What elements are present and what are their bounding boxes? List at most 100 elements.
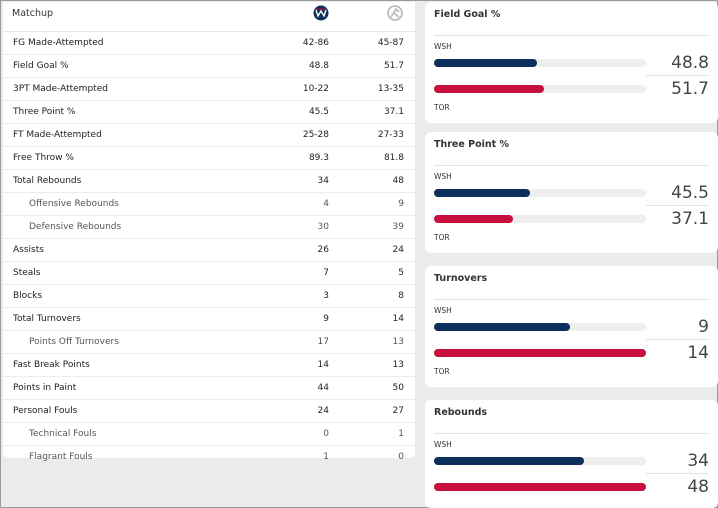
tor-bar-track	[434, 85, 646, 93]
tor-bar-track	[434, 349, 646, 357]
stat-row: Steals 7 5	[3, 262, 415, 285]
wsh-value: 42-86	[302, 38, 329, 48]
stat-card: Rebounds WSH 34 48	[425, 400, 718, 508]
wsh-value: 45.5	[308, 107, 329, 117]
wsh-bar	[434, 59, 537, 67]
stat-card: Three Point % WSH 45.5 37.1 TOR	[425, 132, 718, 253]
stat-row: Free Throw % 89.3 81.8	[3, 147, 415, 170]
tor-value: 13	[392, 337, 404, 347]
wsh-value: 26	[317, 245, 329, 255]
stat-row: Offensive Rebounds 4 9	[3, 193, 415, 216]
tor-value: 0	[398, 452, 404, 462]
tor-bar-track	[434, 483, 646, 491]
stat-label: Offensive Rebounds	[29, 199, 119, 209]
tor-bar	[434, 85, 544, 93]
stat-row: Points Off Turnovers 17 13	[3, 331, 415, 354]
stat-label: Personal Fouls	[13, 406, 78, 416]
wsh-value: 10-22	[302, 84, 329, 94]
tor-value: 14	[392, 314, 404, 324]
stat-row: Total Turnovers 9 14	[3, 308, 415, 331]
wsh-bar	[434, 189, 530, 197]
card-title: Field Goal %	[434, 9, 501, 20]
stat-row: 3PT Made-Attempted 10-22 13-35	[3, 78, 415, 101]
wsh-bar-track	[434, 457, 646, 465]
value-separator	[646, 473, 709, 474]
stat-row: Blocks 3 8	[3, 285, 415, 308]
wsh-value: 9	[323, 314, 329, 324]
tor-value: 24	[392, 245, 404, 255]
wsh-value: 44	[317, 383, 329, 393]
value-separator	[646, 75, 709, 76]
tor-value: 13	[392, 360, 404, 370]
tor-stat-value: 37.1	[671, 209, 709, 229]
card-divider	[434, 165, 709, 166]
stat-label: Points Off Turnovers	[29, 337, 119, 347]
team-label-wsh: WSH	[434, 42, 452, 51]
wizards-logo-icon	[313, 5, 329, 21]
stat-label: Points in Paint	[13, 383, 77, 393]
wsh-stat-value: 48.8	[671, 53, 709, 73]
stat-row: Three Point % 45.5 37.1	[3, 101, 415, 124]
stat-label: Defensive Rebounds	[29, 222, 122, 232]
stat-label: Field Goal %	[13, 61, 69, 71]
stat-label: Total Rebounds	[13, 176, 82, 186]
tor-stat-value: 48	[687, 477, 709, 497]
stat-label: Free Throw %	[13, 153, 74, 163]
tor-value: 48	[392, 176, 404, 186]
stat-row: Total Rebounds 34 48	[3, 170, 415, 193]
stat-label: Three Point %	[13, 107, 76, 117]
stat-label: FG Made-Attempted	[13, 38, 104, 48]
tor-value: 27	[392, 406, 404, 416]
card-title: Three Point %	[434, 139, 509, 150]
value-separator	[646, 339, 709, 340]
card-divider	[434, 433, 709, 434]
stat-row: Flagrant Fouls 1 0	[3, 446, 415, 468]
stat-label: Assists	[13, 245, 44, 255]
wsh-value: 14	[317, 360, 329, 370]
stat-row: Personal Fouls 24 27	[3, 400, 415, 423]
wsh-value: 4	[323, 199, 329, 209]
value-separator	[646, 205, 709, 206]
tor-value: 45-87	[377, 38, 404, 48]
team-label-tor: TOR	[434, 367, 450, 376]
stat-label: Steals	[13, 268, 41, 278]
wsh-value: 25-28	[302, 130, 329, 140]
wsh-stat-value: 9	[698, 317, 709, 337]
tor-value: 13-35	[377, 84, 404, 94]
wsh-bar	[434, 323, 570, 331]
card-divider	[434, 299, 709, 300]
wsh-value: 3	[323, 291, 329, 301]
tor-value: 81.8	[383, 153, 404, 163]
tor-value: 8	[398, 291, 404, 301]
card-title: Turnovers	[434, 273, 488, 284]
stat-row: Technical Fouls 0 1	[3, 423, 415, 446]
wsh-value: 17	[317, 337, 329, 347]
stat-card: Field Goal % WSH 48.8 51.7 TOR	[425, 2, 718, 123]
stat-row: FG Made-Attempted 42-86 45-87	[3, 32, 415, 55]
wsh-value: 1	[323, 452, 329, 462]
stat-row: Fast Break Points 14 13	[3, 354, 415, 377]
wsh-bar	[434, 457, 584, 465]
wsh-stat-value: 34	[687, 451, 709, 471]
tor-value: 27-33	[377, 130, 404, 140]
wsh-bar-track	[434, 59, 646, 67]
wsh-value: 7	[323, 268, 329, 278]
tor-bar	[434, 483, 646, 491]
card-title: Rebounds	[434, 407, 488, 418]
matchup-title: Matchup	[12, 8, 54, 19]
wsh-bar-track	[434, 323, 646, 331]
team-label-wsh: WSH	[434, 172, 452, 181]
stat-card: Turnovers WSH 9 14 TOR	[425, 266, 718, 387]
wsh-value: 89.3	[308, 153, 329, 163]
raptors-logo-icon	[387, 5, 403, 21]
wsh-bar-track	[434, 189, 646, 197]
matchup-table: FG Made-Attempted 42-86 45-87 Field Goal % 4…	[3, 32, 415, 468]
stat-label: Blocks	[13, 291, 43, 301]
team-label-wsh: WSH	[434, 440, 452, 449]
team-label-tor: TOR	[434, 233, 450, 242]
tor-value: 50	[392, 383, 404, 393]
stat-label: Fast Break Points	[13, 360, 90, 370]
stat-label: Flagrant Fouls	[29, 452, 93, 462]
wsh-stat-value: 45.5	[671, 183, 709, 203]
tor-stat-value: 51.7	[671, 79, 709, 99]
